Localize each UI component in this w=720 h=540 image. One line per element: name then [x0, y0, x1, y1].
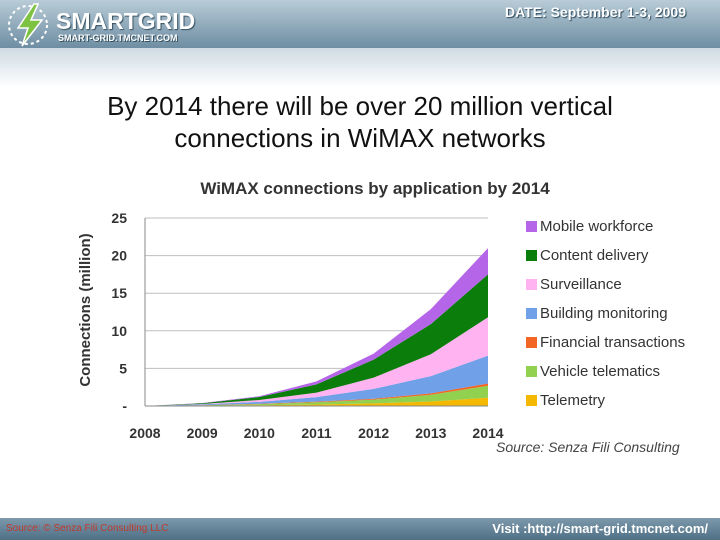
legend-swatch-content-delivery — [526, 250, 537, 261]
area-content-delivery — [145, 274, 488, 406]
slide-title-line-2: connections in WiMAX networks — [174, 123, 546, 153]
legend-swatch-mobile-workforce — [526, 221, 537, 232]
y-tick-label: 5 — [119, 360, 127, 376]
legend-label-content-delivery: Content delivery — [540, 247, 649, 264]
legend-label-vehicle-telematics: Vehicle telematics — [540, 363, 660, 380]
legend-label-telemetry: Telemetry — [540, 392, 606, 409]
legend-swatch-financial-transactions — [526, 337, 537, 348]
legend-label-mobile-workforce: Mobile workforce — [540, 218, 653, 235]
legend: Mobile workforce Content delivery Surveill… — [526, 218, 685, 409]
area-telemetry — [145, 397, 488, 406]
legend-label-surveillance: Surveillance — [540, 276, 622, 293]
x-tick-label: 2010 — [244, 425, 275, 441]
footer-bar: Source: © Senza Fili Consulting LLC Visi… — [0, 518, 720, 540]
chart-title: WiMAX connections by application by 2014 — [200, 179, 550, 198]
area-financial-transactions — [145, 383, 488, 406]
legend-swatch-telemetry — [526, 395, 537, 406]
legend-label-building-monitoring: Building monitoring — [540, 305, 668, 322]
logo-name: SMARTGRID — [56, 8, 196, 34]
y-tick-label: 20 — [111, 248, 127, 264]
x-tick-label: 2009 — [187, 425, 218, 441]
header-gradient-band — [0, 48, 720, 88]
y-tick-label: 10 — [111, 323, 127, 339]
area-building-monitoring — [145, 355, 488, 406]
wimax-area-chart: WiMAX connections by application by 2014… — [77, 179, 685, 455]
y-tick-label: 25 — [111, 210, 127, 226]
axes: - 5 10 15 20 25 2008 2009 2010 2011 2012 2013 2014 — [111, 210, 503, 441]
x-tick-label: 2013 — [415, 425, 446, 441]
slide-title-line-1: By 2014 there will be over 20 million ve… — [107, 91, 613, 121]
smartgrid-logo[interactable]: SMARTGRID SMART-GRID.TMCNET.COM — [4, 2, 204, 47]
lightning-bolt-icon — [8, 3, 48, 47]
y-tick-label: 15 — [111, 285, 127, 301]
y-axis-label: Connections (million) — [77, 233, 94, 386]
x-tick-label: 2008 — [129, 425, 160, 441]
event-date: DATE: September 1-3, 2009 — [504, 4, 686, 20]
area-vehicle-telematics — [145, 385, 488, 406]
x-tick-label: 2011 — [301, 425, 332, 441]
y-tick-label: - — [122, 398, 127, 414]
area-surveillance — [145, 317, 488, 406]
legend-label-financial-transactions: Financial transactions — [540, 334, 685, 351]
legend-swatch-surveillance — [526, 279, 537, 290]
stacked-areas — [145, 248, 488, 406]
legend-swatch-building-monitoring — [526, 308, 537, 319]
logo-url: SMART-GRID.TMCNET.COM — [58, 33, 178, 43]
slide-title: By 2014 there will be over 20 million ve… — [40, 90, 680, 154]
footer-visit-link[interactable]: Visit :http://smart-grid.tmcnet.com/ — [492, 521, 708, 536]
chart-source-note: Source: Senza Fili Consulting — [496, 439, 680, 455]
footer-source: Source: © Senza Fili Consulting LLC — [6, 523, 169, 534]
x-tick-label: 2014 — [472, 425, 503, 441]
header-bar: SMARTGRID SMART-GRID.TMCNET.COM DATE: Se… — [0, 0, 720, 50]
x-tick-label: 2012 — [358, 425, 389, 441]
area-mobile-workforce — [145, 248, 488, 406]
legend-swatch-vehicle-telematics — [526, 366, 537, 377]
